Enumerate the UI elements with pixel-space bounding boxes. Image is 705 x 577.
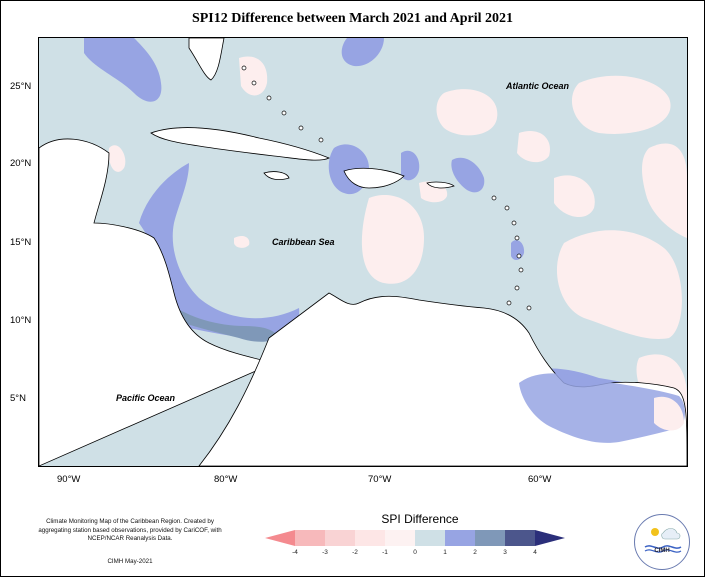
- color-bar-tick-label: -2: [352, 549, 358, 556]
- lat-label-15: 15°N: [10, 237, 32, 248]
- color-bar-tick-label: 4: [533, 549, 537, 556]
- color-bar-tick-label: 1: [443, 549, 447, 556]
- color-bar: [265, 530, 565, 546]
- lat-label-20: 20°N: [10, 158, 32, 169]
- lat-label-5: 5°N: [10, 393, 26, 404]
- credit-date: CIMH May-2021: [107, 558, 153, 565]
- credit-text: Climate Monitoring Map of the Caribbean …: [38, 518, 222, 542]
- french-guiana-dry: [654, 396, 684, 431]
- map-panel[interactable]: [38, 37, 688, 467]
- color-bar-tick-label: -3: [322, 549, 328, 556]
- color-bar-tick-label: -1: [382, 549, 388, 556]
- color-bar-tick-label: 0: [413, 549, 417, 556]
- lat-label-25: 25°N: [10, 81, 32, 92]
- caribbean-sea-label: Caribbean Sea: [272, 237, 335, 247]
- color-bar-cell: [415, 530, 445, 546]
- color-bar-cell: [475, 530, 505, 546]
- map-svg: [39, 38, 687, 466]
- color-bar-cell: [445, 530, 475, 546]
- color-bar-tick-label: 2: [473, 549, 477, 556]
- pacific-ocean-label: Pacific Ocean: [116, 393, 176, 403]
- color-bar-cell: [535, 530, 565, 546]
- guiana-wet-overlay: [519, 373, 685, 443]
- color-bar-cell: [265, 530, 295, 546]
- color-bar-cell: [355, 530, 385, 546]
- lon-label-90: 90°W: [57, 474, 81, 485]
- color-bar-tick-label: -4: [292, 549, 298, 556]
- lat-label-10: 10°N: [10, 315, 32, 326]
- slight-dry-patches: [108, 56, 687, 438]
- wetter-strong-patches: [168, 303, 279, 342]
- map-title: SPI12 Difference between March 2021 and …: [191, 11, 514, 26]
- atlantic-ocean-label: Atlantic Ocean: [506, 81, 570, 91]
- color-bar-cell: [385, 530, 415, 546]
- legend-title: SPI Difference: [381, 512, 459, 526]
- color-bar-cell: [325, 530, 355, 546]
- sun-icon: [644, 528, 682, 553]
- cimh-logo: CIMH: [634, 514, 690, 570]
- lon-label-60: 60°W: [528, 474, 552, 485]
- color-bar-tick-label: 3: [503, 549, 507, 556]
- lon-label-70: 70°W: [368, 474, 392, 485]
- small-islands: [241, 65, 532, 311]
- lon-label-80: 80°W: [214, 474, 238, 485]
- logo-text: CIMH: [654, 548, 670, 554]
- color-bar-cell: [295, 530, 325, 546]
- color-bar-cell: [505, 530, 535, 546]
